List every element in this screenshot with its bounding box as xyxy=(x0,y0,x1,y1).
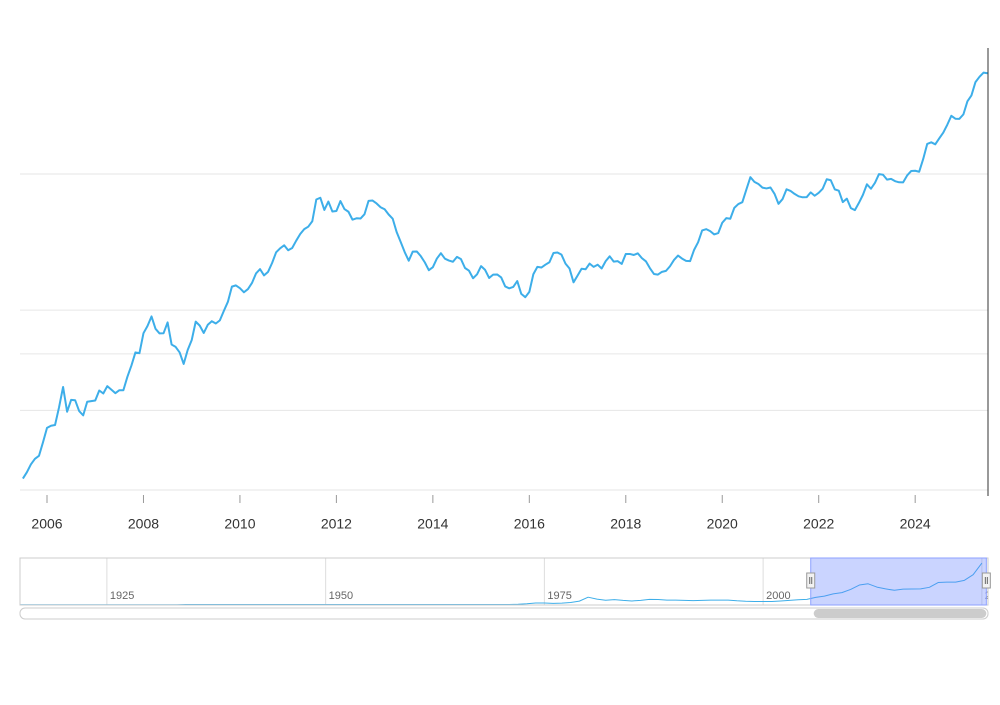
selection-handle[interactable] xyxy=(981,572,991,589)
x-tick-label: 2012 xyxy=(321,516,352,532)
scrollbar-track[interactable] xyxy=(19,607,989,620)
x-tick-label: 2016 xyxy=(514,516,545,532)
navigator-selection[interactable] xyxy=(806,557,991,606)
scrollbar-thumb[interactable] xyxy=(813,609,987,618)
x-tick-label: 2008 xyxy=(128,516,159,532)
x-tick-label: 2020 xyxy=(707,516,738,532)
selection-handle[interactable] xyxy=(806,572,816,589)
navigator-tick-label: 2000 xyxy=(766,590,790,602)
navigator-tick-label: 1950 xyxy=(329,590,353,602)
scrollbar[interactable] xyxy=(813,609,987,618)
x-axis: 2006 2008 2010 2012 2014 2016 2018 2020 2022 2024 xyxy=(31,495,931,532)
x-tick-label: 2024 xyxy=(900,516,931,532)
x-tick-label: 2018 xyxy=(610,516,641,532)
selection-mask[interactable] xyxy=(810,557,987,606)
x-tick-label: 2014 xyxy=(417,516,448,532)
navigator-tick-label: 1975 xyxy=(547,590,571,602)
x-tick-label: 2010 xyxy=(224,516,255,532)
line-series xyxy=(22,71,988,480)
navigator-tick-label: 1925 xyxy=(110,590,134,602)
plot-area xyxy=(20,71,988,491)
navigator-tick-label: 2025 xyxy=(985,590,1000,602)
x-tick-label: 2022 xyxy=(803,516,834,532)
x-tick-label: 2006 xyxy=(31,516,62,532)
